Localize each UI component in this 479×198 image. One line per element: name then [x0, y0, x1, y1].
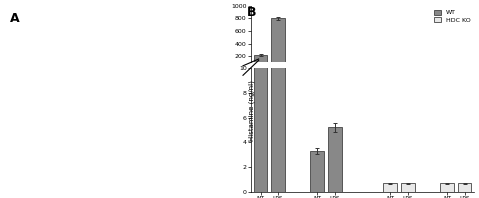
Bar: [328, 128, 342, 192]
Text: Histamine (ng/nl): Histamine (ng/nl): [248, 80, 255, 141]
Bar: [440, 183, 454, 192]
Bar: [328, 68, 342, 69]
Bar: [253, 0, 267, 192]
Bar: [401, 183, 415, 192]
Bar: [310, 151, 324, 192]
Legend: WT, HDC KO: WT, HDC KO: [434, 9, 471, 23]
Text: A: A: [10, 11, 19, 25]
Bar: [271, 18, 285, 69]
Bar: [383, 183, 397, 192]
Bar: [253, 55, 267, 69]
Bar: [457, 183, 471, 192]
Text: B: B: [247, 6, 256, 19]
Bar: [271, 0, 285, 192]
